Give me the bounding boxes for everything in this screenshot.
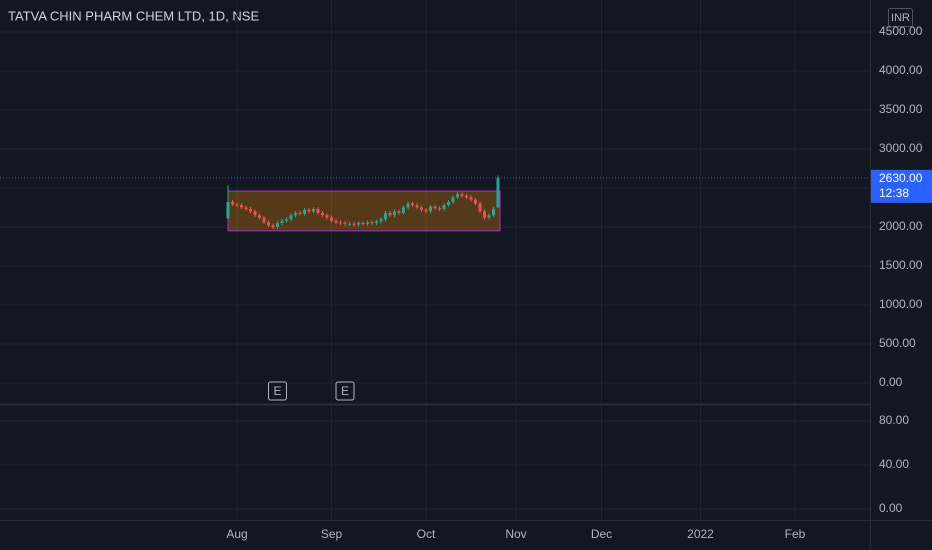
candle-body — [483, 211, 486, 218]
candle-body — [235, 204, 239, 206]
candle-body — [424, 209, 428, 212]
candle-body — [429, 206, 432, 212]
event-marker — [268, 381, 287, 401]
candle-body — [289, 215, 293, 220]
candle-body — [267, 222, 270, 226]
candle-body — [244, 207, 248, 210]
candle-body — [343, 223, 347, 225]
candle-body — [262, 217, 266, 223]
candle-body — [447, 202, 450, 206]
candle-body — [415, 205, 419, 208]
candle-body — [294, 212, 297, 216]
candle-body — [379, 219, 383, 222]
currency-box[interactable] — [888, 8, 913, 27]
candle-body — [433, 206, 437, 209]
y-tick-label: 4000.00 — [879, 63, 923, 77]
candle-body — [226, 202, 230, 219]
candle-body — [352, 223, 356, 225]
candle-body — [397, 211, 401, 213]
candle-body — [312, 209, 315, 212]
y-tick-label: 3000.00 — [879, 141, 923, 155]
candle-body — [240, 205, 243, 208]
candle-body — [231, 202, 234, 205]
y-tick-label: 1000.00 — [879, 297, 923, 311]
candle-body — [384, 212, 387, 220]
candle-body — [442, 205, 446, 210]
y-tick-label: 2000.00 — [879, 219, 923, 233]
candle-body — [370, 222, 374, 224]
candle-body — [478, 203, 482, 212]
candle-body — [249, 209, 252, 212]
candle-body — [366, 222, 369, 224]
candle-body — [285, 219, 288, 221]
candle-body — [357, 223, 360, 225]
candle-body — [411, 203, 414, 206]
candle-body — [316, 209, 320, 213]
candle-body — [325, 215, 329, 218]
candle-body — [361, 223, 365, 225]
candle-body — [258, 215, 261, 218]
candle-body — [321, 212, 324, 216]
candle-body — [469, 197, 473, 200]
candle-body — [451, 197, 455, 202]
x-tick-label: Dec — [591, 527, 612, 541]
y-tick-label: 1500.00 — [879, 258, 923, 272]
candle-body — [465, 195, 468, 198]
candle-body — [271, 225, 275, 227]
last-price-tag — [871, 169, 932, 203]
y-tick-label: 80.00 — [879, 413, 909, 427]
candle-body — [307, 209, 311, 212]
candle-body — [339, 222, 342, 224]
y-tick-label: 3500.00 — [879, 102, 923, 116]
y-tick-label: 500.00 — [879, 336, 916, 350]
event-marker — [335, 381, 355, 401]
candle-body — [280, 220, 284, 224]
candle-body — [420, 207, 423, 210]
candle-body — [460, 194, 464, 196]
candle-body — [474, 199, 477, 204]
candle-body — [375, 221, 378, 224]
candle-body — [456, 194, 459, 198]
candle-body — [393, 211, 396, 216]
currency: INR — [891, 12, 910, 24]
countdown: 12:38 — [879, 186, 909, 200]
candle-body — [253, 211, 257, 216]
candle-body — [406, 203, 410, 208]
y-tick-label: 40.00 — [879, 457, 909, 471]
y-tick-label: 0.00 — [879, 375, 903, 389]
x-tick-label: Nov — [505, 527, 526, 541]
y-tick-label: 0.00 — [879, 501, 903, 515]
y-tick-label: 4500.00 — [879, 24, 923, 38]
x-tick-label: 2022 — [687, 527, 714, 541]
x-tick-label: Sep — [321, 527, 343, 541]
candle-body — [303, 209, 306, 214]
candle-body — [492, 209, 495, 216]
chart-title: TATVA CHIN PHARM CHEM LTD, 1D, NSE — [8, 8, 259, 23]
candle-body — [298, 212, 302, 214]
event-label: E — [273, 384, 281, 398]
candle-body — [276, 223, 279, 227]
candle-body — [402, 207, 405, 213]
candle-body — [496, 177, 500, 208]
candle-body — [348, 223, 351, 225]
candle-body — [438, 208, 441, 210]
candle-body — [334, 220, 338, 223]
x-tick-label: Aug — [226, 527, 247, 541]
x-tick-label: Oct — [417, 527, 436, 541]
candle-body — [330, 217, 333, 221]
candle-body — [388, 212, 392, 216]
last-price-label: 2630.00 — [879, 171, 923, 185]
event-label: E — [341, 384, 349, 398]
candle-body — [487, 215, 491, 218]
x-tick-label: Feb — [785, 527, 806, 541]
